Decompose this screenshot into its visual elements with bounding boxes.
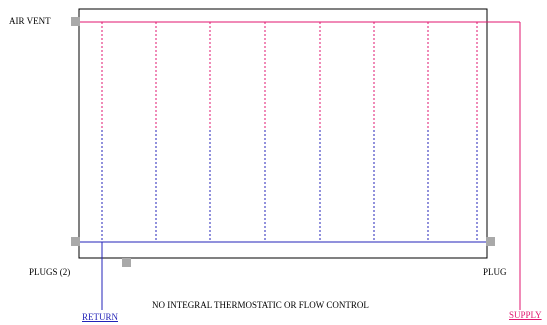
note-label: NO INTEGRAL THERMOSTATIC OR FLOW CONTROL [152, 300, 369, 310]
air-vent-label: AIR VENT [9, 16, 51, 26]
plug-bottom-fitting [122, 258, 131, 267]
radiator-frame [78, 8, 488, 259]
plug-label: PLUG [483, 267, 507, 277]
air-vent-fitting [71, 17, 80, 26]
plug-right-fitting [486, 237, 495, 246]
plugs-label: PLUGS (2) [29, 267, 71, 277]
plug-left-fitting [71, 237, 80, 246]
supply-link[interactable]: SUPPLY [509, 310, 542, 320]
return-link[interactable]: RETURN [82, 312, 118, 322]
